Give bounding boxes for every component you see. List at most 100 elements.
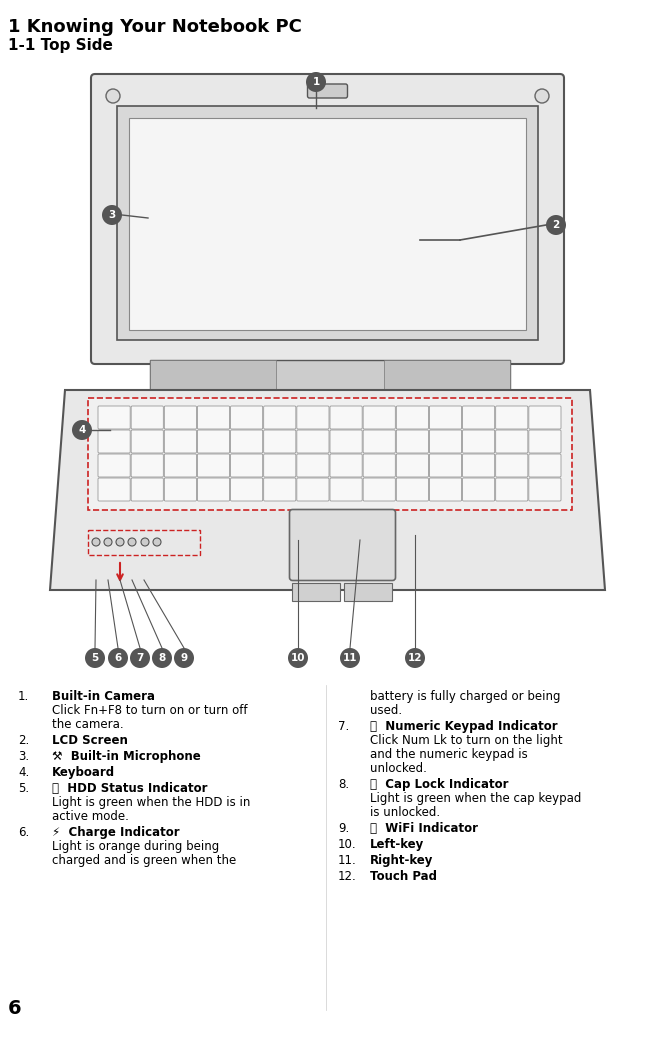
Text: 4: 4 (78, 425, 85, 435)
Circle shape (306, 72, 326, 92)
FancyBboxPatch shape (396, 454, 428, 477)
Text: battery is fully charged or being: battery is fully charged or being (370, 690, 561, 703)
FancyBboxPatch shape (198, 454, 230, 477)
Text: 4.: 4. (18, 766, 29, 779)
Text: 10: 10 (291, 653, 305, 664)
Bar (150, 360, 510, 390)
Circle shape (106, 89, 120, 103)
Circle shape (92, 538, 100, 546)
Text: unlocked.: unlocked. (370, 762, 427, 775)
FancyBboxPatch shape (98, 406, 130, 430)
Text: active mode.: active mode. (52, 810, 129, 823)
Text: 6.: 6. (18, 826, 29, 839)
FancyBboxPatch shape (363, 406, 395, 430)
FancyBboxPatch shape (131, 406, 163, 430)
Text: 9.: 9. (338, 822, 349, 835)
FancyBboxPatch shape (164, 406, 196, 430)
Text: 8: 8 (158, 653, 166, 664)
Circle shape (108, 648, 128, 668)
Text: Right-key: Right-key (370, 854, 434, 867)
Bar (384, 360, 510, 390)
FancyBboxPatch shape (430, 478, 462, 501)
Text: Built-in Camera: Built-in Camera (52, 690, 155, 703)
Circle shape (128, 538, 136, 546)
FancyBboxPatch shape (297, 478, 329, 501)
Text: is unlocked.: is unlocked. (370, 806, 440, 820)
Text: 11: 11 (343, 653, 357, 664)
FancyBboxPatch shape (263, 478, 296, 501)
FancyBboxPatch shape (396, 430, 428, 453)
Text: 3: 3 (108, 210, 115, 220)
FancyBboxPatch shape (231, 430, 263, 453)
Text: ⌖  WiFi Indicator: ⌖ WiFi Indicator (370, 822, 478, 835)
FancyBboxPatch shape (131, 430, 163, 453)
FancyBboxPatch shape (297, 454, 329, 477)
FancyBboxPatch shape (462, 454, 495, 477)
Text: ⎕  HDD Status Indicator: ⎕ HDD Status Indicator (52, 782, 207, 795)
Text: 8.: 8. (338, 778, 349, 791)
FancyBboxPatch shape (198, 406, 230, 430)
FancyBboxPatch shape (529, 478, 561, 501)
FancyBboxPatch shape (363, 478, 395, 501)
Circle shape (104, 538, 112, 546)
FancyBboxPatch shape (462, 478, 495, 501)
Text: ⚿  Cap Lock Indicator: ⚿ Cap Lock Indicator (370, 778, 509, 791)
FancyBboxPatch shape (164, 430, 196, 453)
Bar (293, 582, 340, 600)
FancyBboxPatch shape (396, 478, 428, 501)
Text: 1: 1 (312, 77, 319, 87)
Text: 6: 6 (8, 999, 22, 1018)
Text: 1.: 1. (18, 690, 29, 703)
FancyBboxPatch shape (330, 478, 362, 501)
Text: 6: 6 (114, 653, 122, 664)
Text: Touch Pad: Touch Pad (370, 870, 437, 883)
Text: 2.: 2. (18, 734, 29, 747)
FancyBboxPatch shape (496, 454, 528, 477)
FancyBboxPatch shape (231, 454, 263, 477)
FancyBboxPatch shape (98, 430, 130, 453)
Circle shape (116, 538, 124, 546)
Text: the camera.: the camera. (52, 718, 124, 731)
Text: charged and is green when the: charged and is green when the (52, 854, 236, 867)
FancyBboxPatch shape (98, 478, 130, 501)
FancyBboxPatch shape (462, 430, 495, 453)
Text: 5: 5 (91, 653, 98, 664)
Text: Click Num Lk to turn on the light: Click Num Lk to turn on the light (370, 734, 563, 747)
Text: 12.: 12. (338, 870, 357, 883)
Text: Light is green when the cap keypad: Light is green when the cap keypad (370, 792, 582, 805)
Text: ⚒  Built-in Microphone: ⚒ Built-in Microphone (52, 750, 201, 763)
Text: ⚿  Numeric Keypad Indicator: ⚿ Numeric Keypad Indicator (370, 720, 557, 733)
Text: Light is orange during being: Light is orange during being (52, 840, 219, 853)
FancyBboxPatch shape (430, 430, 462, 453)
Text: Light is green when the HDD is in: Light is green when the HDD is in (52, 796, 250, 809)
Circle shape (141, 538, 149, 546)
Circle shape (340, 648, 360, 668)
FancyBboxPatch shape (231, 406, 263, 430)
FancyBboxPatch shape (263, 430, 296, 453)
FancyBboxPatch shape (164, 478, 196, 501)
Circle shape (85, 648, 105, 668)
Text: 7: 7 (136, 653, 143, 664)
Circle shape (288, 648, 308, 668)
FancyBboxPatch shape (289, 510, 396, 580)
FancyBboxPatch shape (131, 478, 163, 501)
FancyBboxPatch shape (430, 454, 462, 477)
Bar (344, 582, 393, 600)
Circle shape (102, 205, 122, 225)
Text: Left-key: Left-key (370, 838, 424, 851)
FancyBboxPatch shape (396, 406, 428, 430)
Text: used.: used. (370, 704, 402, 717)
Circle shape (535, 89, 549, 103)
Text: Keyboard: Keyboard (52, 766, 115, 779)
Bar (150, 360, 276, 390)
Circle shape (405, 648, 425, 668)
FancyBboxPatch shape (496, 406, 528, 430)
Text: 5.: 5. (18, 782, 29, 795)
Text: and the numeric keypad is: and the numeric keypad is (370, 748, 527, 761)
Circle shape (153, 538, 161, 546)
FancyBboxPatch shape (263, 454, 296, 477)
FancyBboxPatch shape (529, 406, 561, 430)
Text: 1 Knowing Your Notebook PC: 1 Knowing Your Notebook PC (8, 18, 302, 36)
Text: 2: 2 (552, 220, 559, 230)
Text: 7.: 7. (338, 720, 349, 733)
